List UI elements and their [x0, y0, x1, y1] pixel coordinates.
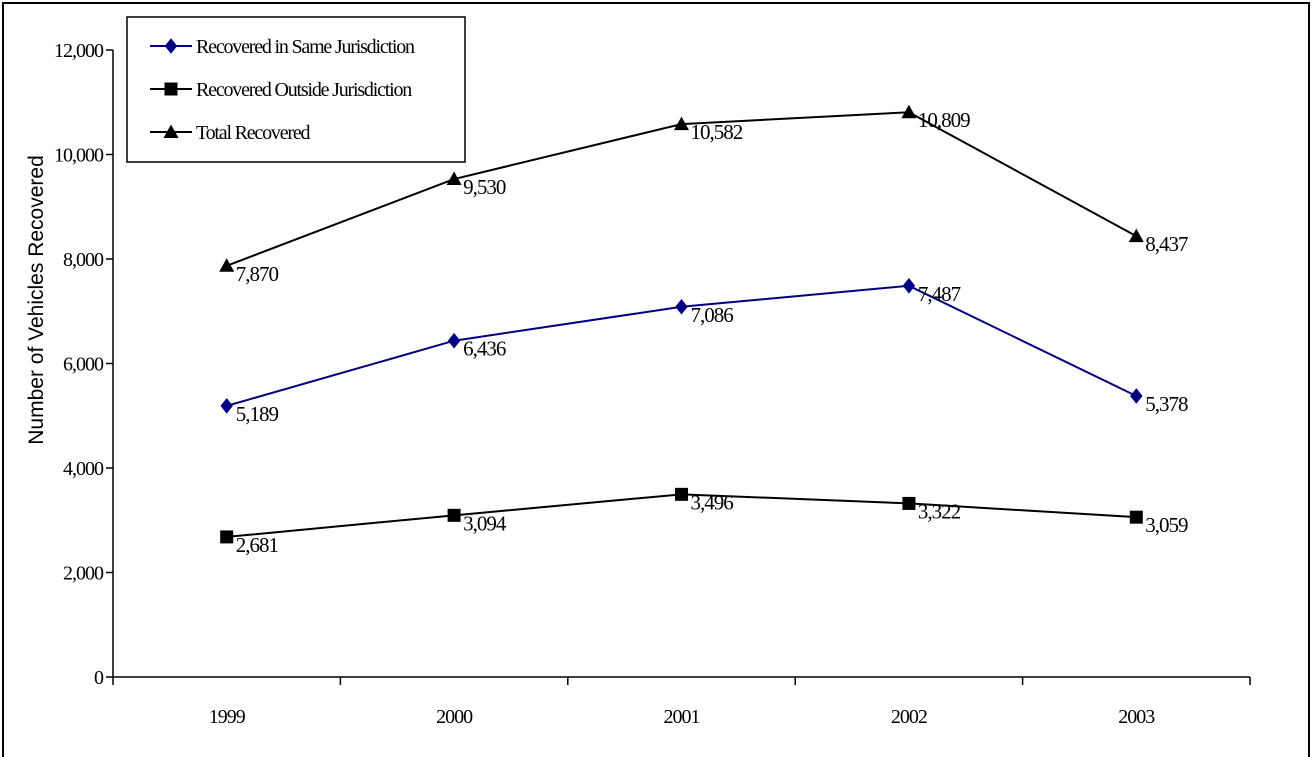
legend-entry: Recovered in Same Jurisdiction	[196, 36, 415, 58]
data-point-diamond	[675, 298, 688, 315]
y-tick-label: 4,000	[63, 458, 104, 480]
x-tick-label: 2002	[891, 706, 927, 728]
legend-marker-square	[164, 82, 178, 96]
legend-entry: Recovered Outside Jurisdiction	[196, 79, 412, 101]
data-label: 3,094	[463, 511, 507, 535]
data-label: 7,086	[691, 303, 734, 327]
data-label: 3,059	[1145, 513, 1188, 537]
legend: Recovered in Same Jurisdiction Recovered …	[126, 16, 466, 163]
legend-marker-triangle	[163, 124, 179, 138]
legend-marker-diamond	[164, 38, 178, 54]
data-label: 3,496	[691, 490, 734, 514]
data-label: 6,436	[463, 337, 506, 361]
data-label: 3,322	[918, 499, 961, 523]
data-point-triangle	[674, 116, 689, 131]
y-tick-label: 12,000	[54, 40, 104, 62]
data-label: 10,582	[691, 120, 743, 144]
data-label: 5,189	[236, 402, 279, 426]
data-point-diamond	[1130, 388, 1143, 404]
data-point-diamond	[447, 332, 461, 349]
data-point-diamond	[220, 398, 233, 414]
axes: 0 2,000 4,000 6,000 8,000 10,000 12,000 1999 200…	[54, 40, 1251, 728]
data-label: 10,809	[918, 108, 970, 132]
y-tick-label: 6,000	[63, 354, 104, 376]
data-label: 9,530	[463, 175, 506, 199]
series-layer	[219, 104, 1144, 544]
data-point-square	[1129, 510, 1143, 524]
data-point-triangle	[901, 104, 917, 119]
data-point-triangle	[1128, 228, 1144, 243]
data-point-square	[220, 530, 234, 544]
data-point-square	[447, 508, 461, 522]
data-label: 7,487	[918, 282, 961, 306]
data-label: 7,870	[236, 262, 279, 286]
x-tick-label: 2001	[664, 706, 700, 728]
data-point-triangle	[219, 258, 235, 272]
y-tick-label: 0	[94, 667, 104, 689]
y-axis-label: Number of Vehicles Recovered	[25, 155, 48, 444]
data-label: 2,681	[236, 533, 279, 557]
data-point-square	[675, 487, 688, 501]
y-tick-label: 8,000	[63, 249, 104, 271]
x-tick-label: 2000	[436, 706, 473, 728]
data-label: 8,437	[1145, 232, 1188, 256]
data-point-triangle	[446, 171, 462, 186]
y-tick-label: 10,000	[54, 145, 104, 167]
data-point-diamond	[902, 278, 916, 294]
data-labels: 5,189 6,436 7,086 7,487 5,378 2,681 3,094 3,496…	[236, 108, 1189, 557]
y-tick-label: 2,000	[63, 563, 104, 585]
x-tick-label: 2003	[1118, 706, 1155, 728]
data-point-square	[902, 496, 916, 510]
data-label: 5,378	[1145, 392, 1188, 416]
legend-entry: Total Recovered	[196, 122, 311, 144]
x-tick-label: 1999	[209, 706, 246, 728]
